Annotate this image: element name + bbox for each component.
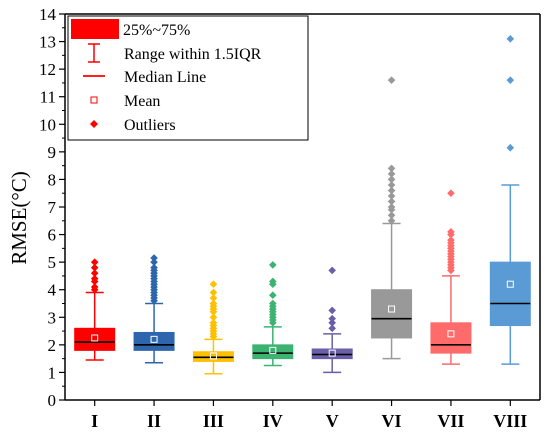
iqr-box: [252, 344, 294, 360]
legend-label: Range within 1.5IQR: [124, 46, 262, 63]
outlier-point: [447, 189, 455, 198]
y-tick-label: 9: [48, 143, 57, 162]
iqr-box: [74, 327, 116, 351]
box-group-IV: [252, 261, 294, 367]
outlier-point: [387, 170, 396, 178]
outlier-point: [387, 203, 396, 211]
y-tick-label: 10: [39, 115, 56, 134]
outlier-point: [447, 236, 455, 244]
x-tick-label: I: [91, 411, 98, 431]
outlier-point: [387, 181, 396, 189]
outlier-point: [269, 261, 277, 269]
iqr-box: [371, 289, 413, 339]
y-tick-label: 2: [48, 336, 57, 355]
outlier-point: [387, 164, 396, 173]
legend-label: Outliers: [124, 117, 176, 134]
box-group-III: [192, 280, 234, 375]
iqr-box: [133, 331, 175, 351]
box-group-I: [74, 258, 116, 361]
outlier-point: [506, 35, 515, 43]
outlier-point: [269, 277, 277, 286]
outlier-point: [387, 216, 396, 225]
outlier-point: [328, 266, 336, 275]
y-tick-label: 11: [40, 88, 56, 107]
legend: 25%~75% Range within 1.5IQR Median Line Mea…: [67, 15, 309, 141]
mean-marker: [506, 280, 514, 288]
x-tick-label: VI: [382, 411, 402, 431]
x-tick-label: II: [147, 411, 161, 431]
mean-marker: [388, 305, 396, 313]
box-group-VII: [430, 189, 472, 365]
outlier-point: [209, 288, 218, 297]
outlier-point: [506, 76, 515, 84]
mean-marker: [269, 346, 277, 354]
outlier-point: [328, 319, 336, 327]
y-axis-title: RMSE(°C): [7, 171, 31, 265]
x-tick-label: VII: [437, 411, 464, 431]
legend-label: Median Line: [124, 69, 206, 86]
outlier-point: [387, 186, 396, 195]
y-tick-label: 13: [39, 33, 56, 52]
y-tick-label: 6: [48, 226, 57, 245]
outlier-point: [387, 197, 396, 206]
mean-marker: [209, 352, 217, 360]
box-group-VI: [371, 76, 413, 360]
y-tick-label: 14: [39, 5, 57, 24]
mean-marker: [150, 335, 158, 343]
outlier-point: [506, 143, 515, 152]
mean-marker: [91, 334, 99, 342]
legend-mean-swatch: [90, 96, 98, 104]
y-tick-label: 8: [48, 170, 57, 189]
legend-label: Mean: [124, 93, 160, 110]
outlier-point: [209, 294, 218, 302]
outlier-point: [447, 228, 455, 236]
y-tick-label: 5: [48, 253, 57, 272]
mean-marker: [328, 349, 336, 357]
iqr-box: [489, 261, 531, 327]
outlier-point: [90, 258, 99, 266]
outlier-point: [209, 313, 218, 322]
x-tick-label: V: [326, 411, 339, 431]
y-tick-label: 3: [48, 308, 57, 327]
box-group-VIII: [489, 35, 531, 365]
legend-box-swatch: [71, 19, 119, 39]
y-tick-label: 7: [48, 198, 57, 217]
outlier-point: [90, 283, 99, 291]
outlier-point: [150, 258, 158, 266]
outlier-point: [328, 314, 336, 323]
outlier-point: [387, 192, 396, 200]
outlier-point: [90, 274, 99, 283]
iqr-box: [430, 322, 472, 354]
outlier-point: [328, 324, 336, 333]
y-tick-label: 1: [48, 363, 57, 382]
outlier-point: [387, 76, 396, 84]
legend-label: 25%~75%: [123, 22, 190, 39]
y-tick-label: 4: [48, 281, 57, 300]
outlier-point: [150, 263, 158, 272]
x-tick-label: III: [203, 411, 224, 431]
mean-marker: [447, 330, 455, 338]
outlier-point: [209, 299, 218, 308]
box-series: [74, 35, 531, 375]
outlier-point: [209, 319, 218, 327]
outlier-point: [269, 291, 277, 300]
outlier-point: [90, 263, 99, 272]
outlier-point: [328, 306, 336, 315]
box-group-II: [133, 254, 175, 364]
outlier-point: [387, 175, 396, 184]
outlier-point: [90, 269, 99, 277]
y-tick-label: 0: [48, 391, 57, 410]
outlier-point: [269, 299, 277, 308]
outlier-point: [387, 211, 396, 220]
box-group-V: [311, 266, 353, 374]
x-tick-label: VIII: [493, 411, 527, 431]
x-tick-label: IV: [263, 411, 283, 431]
outlier-point: [209, 280, 218, 288]
outlier-point: [150, 254, 158, 262]
y-tick-label: 12: [39, 60, 56, 79]
legend-outlier-swatch: [90, 120, 98, 128]
